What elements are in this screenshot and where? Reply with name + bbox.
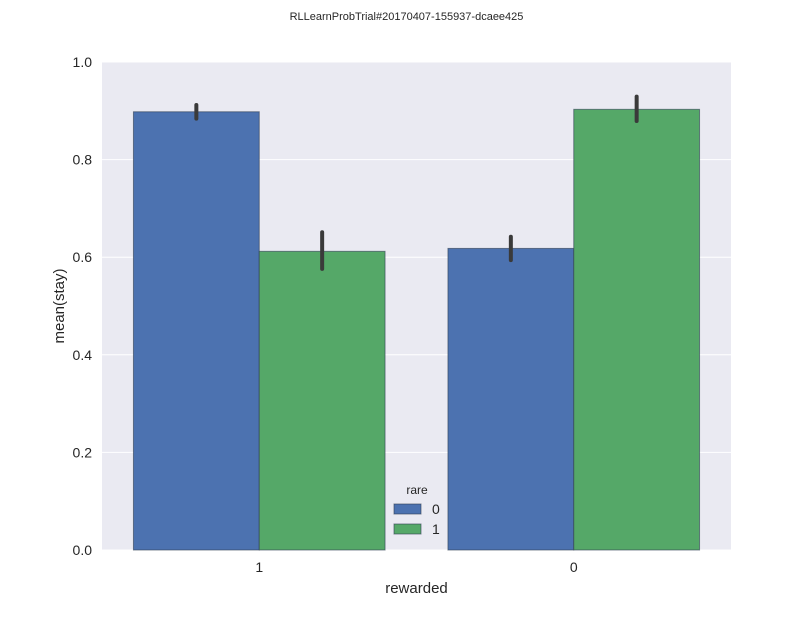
legend: rare 0 1 [393,483,440,537]
x-axis-label: rewarded [385,580,448,597]
y-axis-label: mean(stay) [51,268,68,343]
legend-title: rare [406,483,428,497]
legend-swatch-0 [393,503,422,515]
legend-label-1: 1 [432,521,440,537]
legend-label-0: 0 [432,501,440,517]
y-tick-label: 0.8 [73,152,93,168]
x-tick-label: 1 [255,559,263,575]
y-axis-ticks: 0.0 0.2 0.4 0.6 0.8 1.0 [73,54,93,558]
y-tick-label: 0.2 [73,444,93,460]
legend-swatch-1 [393,523,422,535]
bar-rare-1-rewarded-1 [258,250,386,551]
y-tick-label: 0.4 [73,347,93,363]
bar-rare-0-rewarded-1 [132,111,260,551]
bar-rare-0-rewarded-0 [447,247,575,551]
error-bars [194,94,639,271]
y-tick-label: 0.6 [73,249,93,265]
chart-title: RLLearnProbTrial#20170407-155937-dcaee42… [290,11,524,23]
bars [132,108,701,551]
y-tick-label: 0.0 [73,542,93,558]
bar-rare-1-rewarded-0 [573,108,701,551]
y-tick-label: 1.0 [73,54,93,70]
x-tick-label: 0 [570,559,578,575]
